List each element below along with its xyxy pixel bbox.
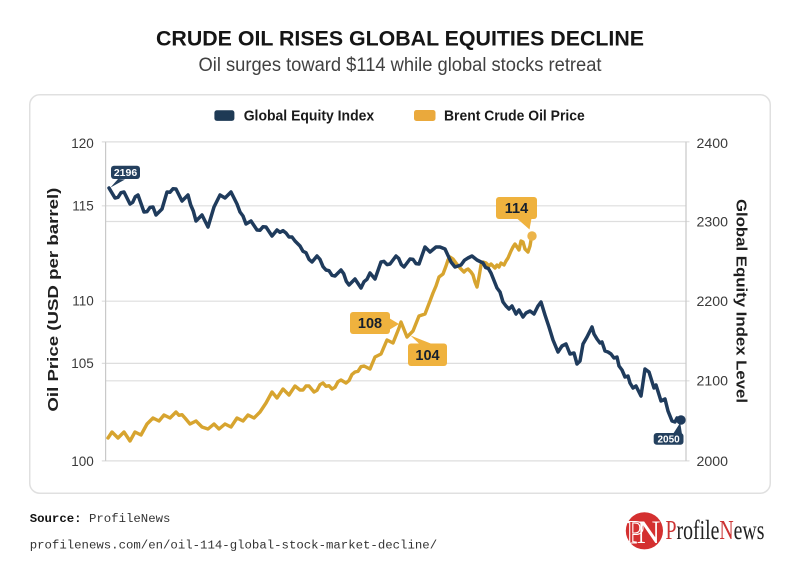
svg-text:105: 105 [71,356,94,371]
svg-text:2196: 2196 [114,167,138,179]
svg-text:120: 120 [71,136,94,151]
svg-text:Global Equity Index Level: Global Equity Index Level [732,199,749,403]
svg-text:2100: 2100 [697,374,729,389]
svg-text:profilenews.com/en/oil-114-glo: profilenews.com/en/oil-114-global-stock-… [30,539,437,553]
svg-text:Oil surges toward $114 while g: Oil surges toward $114 while global stoc… [199,55,603,76]
svg-text:110: 110 [72,294,94,309]
svg-text:2000: 2000 [697,454,729,469]
svg-text:P: P [626,515,644,551]
svg-text:CRUDE OIL RISES GLOBAL EQUITIE: CRUDE OIL RISES GLOBAL EQUITIES DECLINE [156,26,644,50]
svg-text:Oil Price (USD per barrel): Oil Price (USD per barrel) [45,188,62,412]
svg-text:Brent Crude Oil Price: Brent Crude Oil Price [444,107,585,124]
svg-text:Global Equity Index: Global Equity Index [244,107,375,124]
svg-text:115: 115 [72,198,94,213]
svg-text:2050: 2050 [657,435,680,446]
svg-text:100: 100 [71,454,94,469]
svg-text:2200: 2200 [697,294,729,309]
svg-text:2400: 2400 [697,136,729,151]
svg-text:2300: 2300 [697,214,729,229]
svg-text:ProfileNews: ProfileNews [666,516,765,546]
svg-text:114: 114 [505,201,528,217]
svg-text:108: 108 [358,316,382,332]
svg-text:104: 104 [415,348,439,364]
svg-text:N: N [637,515,661,551]
svg-text:Source: ProfileNews: Source: ProfileNews [30,512,171,526]
